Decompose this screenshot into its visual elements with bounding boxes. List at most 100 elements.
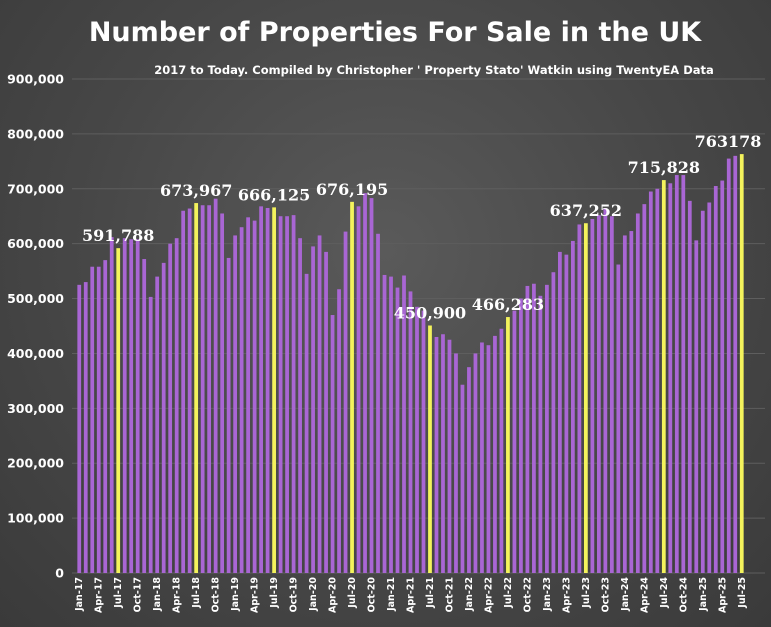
x-tick-label: Oct-20 (367, 577, 378, 613)
bar (337, 289, 341, 573)
y-tick-label: 500,000 (7, 291, 64, 306)
x-tick-label: Oct-17 (133, 577, 144, 612)
x-tick-label: Jul-25 (737, 577, 748, 609)
bar (421, 310, 426, 573)
bar (687, 200, 692, 573)
x-tick-label: Jan-23 (542, 577, 553, 612)
bar (129, 239, 134, 573)
x-tick-label: Jul-18 (191, 577, 202, 609)
bar-highlight (739, 154, 744, 573)
x-tick-label: Oct-19 (289, 577, 300, 612)
bar (415, 306, 419, 573)
bar (564, 254, 569, 573)
bar (304, 273, 309, 573)
bar (259, 206, 263, 573)
bar (265, 207, 270, 573)
bar (311, 246, 315, 573)
data-label: 591,788 (82, 226, 154, 245)
chart-title: Number of Properties For Sale in the UK (89, 17, 702, 48)
bar (148, 296, 153, 573)
bar (434, 336, 439, 573)
bar (168, 243, 173, 573)
bar (486, 345, 491, 573)
bar (226, 257, 231, 573)
data-label: 763178 (695, 132, 762, 151)
bar (382, 274, 387, 573)
x-tick-label: Apr-22 (483, 577, 494, 613)
bar (441, 334, 445, 573)
x-tick-label: Jul-23 (581, 577, 592, 609)
data-label: 466,283 (472, 295, 544, 314)
bar (174, 238, 179, 573)
x-tick-label: Jan-21 (386, 577, 397, 612)
bar (291, 215, 296, 573)
bar (343, 231, 348, 573)
y-tick-label: 100,000 (7, 511, 64, 526)
x-tick-label: Jul-21 (425, 577, 436, 609)
data-label: 715,828 (628, 158, 700, 177)
bar (499, 328, 504, 573)
bar (103, 260, 108, 573)
x-tick-label: Apr-21 (406, 577, 417, 613)
bar (181, 210, 186, 573)
bar (570, 240, 575, 573)
bar (674, 175, 679, 574)
bar (278, 216, 283, 573)
bar-highlight (661, 180, 666, 573)
bar-highlight (583, 223, 588, 573)
x-tick-label: Jan-25 (698, 577, 709, 612)
x-tick-label: Oct-18 (211, 577, 222, 613)
bar (577, 224, 582, 573)
bar (213, 198, 218, 573)
bar (135, 239, 140, 573)
bar (609, 216, 614, 573)
bar (512, 310, 517, 573)
x-axis-ticks: Jan-17 Apr-17 Jul-17 Oct-17 Jan-18 Apr-18 Jul-… (74, 577, 748, 613)
bar (90, 266, 95, 573)
bar (460, 384, 465, 573)
y-tick-label: 300,000 (7, 401, 64, 416)
bar (376, 233, 380, 573)
bar (629, 231, 634, 573)
bar (356, 206, 361, 573)
bar (207, 205, 212, 573)
x-tick-label: Apr-20 (328, 577, 339, 613)
data-label: 676,195 (316, 180, 388, 199)
x-tick-label: Oct-23 (600, 577, 611, 612)
bar (77, 284, 82, 573)
bar (616, 264, 621, 573)
x-tick-label: Jul-20 (347, 577, 358, 609)
bar (655, 188, 660, 573)
y-tick-label: 200,000 (7, 456, 64, 471)
bar (590, 218, 595, 573)
bar-highlight (506, 317, 510, 573)
bar-highlight (428, 325, 432, 573)
bar (707, 202, 712, 573)
bar (395, 287, 400, 573)
x-tick-label: Apr-18 (172, 577, 183, 613)
bar (532, 283, 536, 573)
x-tick-label: Oct-22 (522, 577, 533, 612)
bar (233, 235, 238, 573)
bar (83, 282, 88, 573)
bar (285, 216, 289, 573)
bar (603, 207, 608, 573)
bar (317, 235, 322, 573)
bar (363, 193, 367, 573)
bar (298, 238, 302, 573)
x-tick-label: Jan-18 (152, 577, 163, 612)
bar (622, 235, 627, 573)
x-tick-label: Jan-17 (74, 577, 85, 612)
bar (142, 259, 147, 573)
data-label: 666,125 (238, 185, 310, 204)
bar (96, 266, 101, 573)
x-tick-label: Apr-19 (250, 577, 261, 613)
bar (408, 291, 413, 573)
bar-highlight (194, 203, 199, 573)
x-tick-label: Jan-19 (230, 577, 241, 612)
bar (252, 220, 257, 573)
bar (467, 367, 471, 573)
bar (700, 210, 705, 573)
bar (642, 204, 647, 573)
bar (330, 315, 335, 573)
